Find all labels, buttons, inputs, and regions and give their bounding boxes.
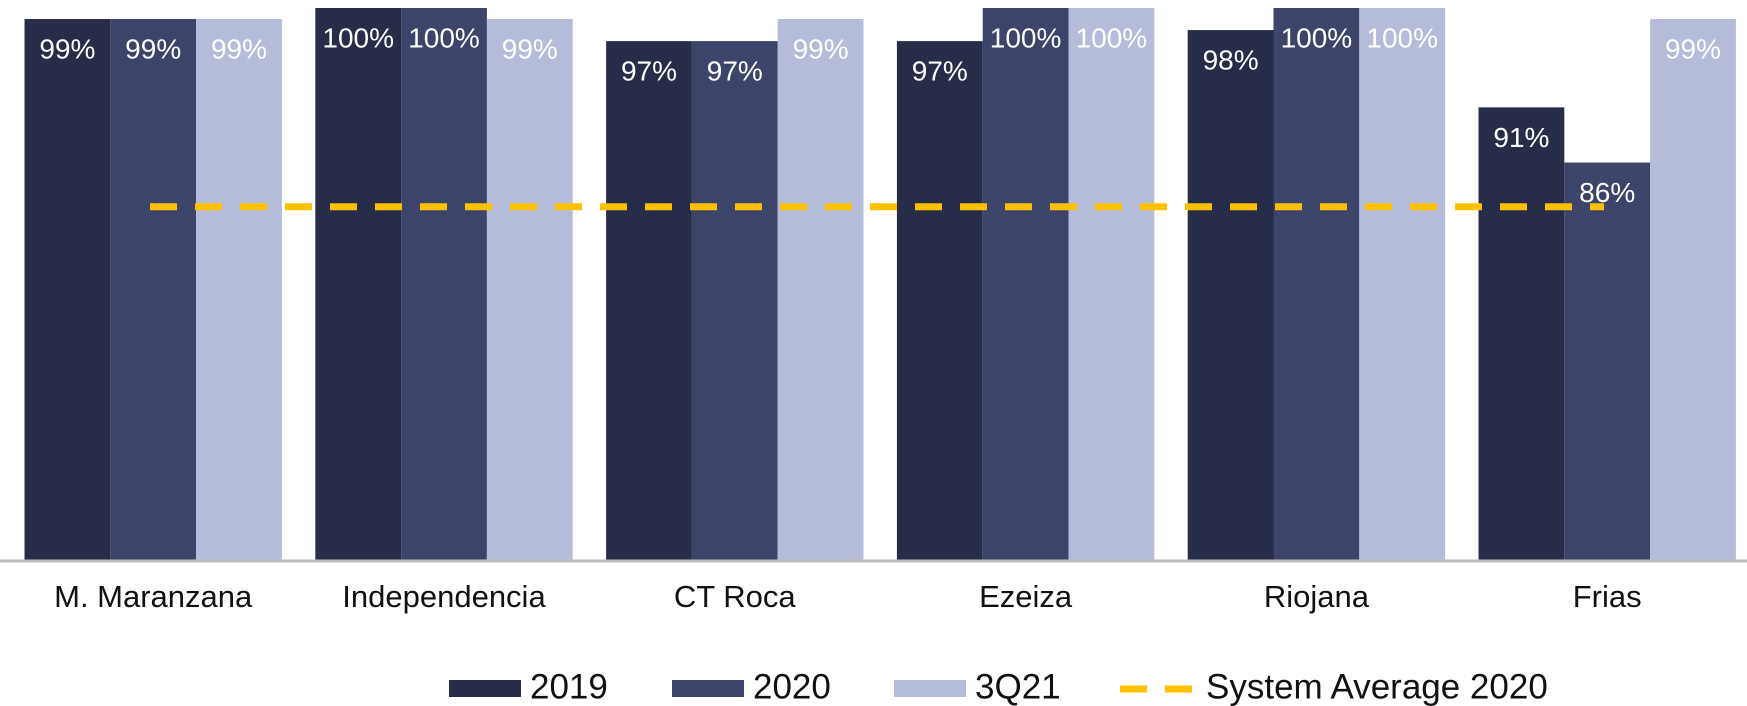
legend-swatch bbox=[449, 680, 521, 697]
data-label: 100% bbox=[408, 22, 480, 53]
bar bbox=[1359, 8, 1446, 560]
bar bbox=[691, 41, 778, 561]
data-label: 100% bbox=[990, 22, 1062, 53]
data-label: 97% bbox=[621, 56, 677, 87]
bar bbox=[1564, 162, 1651, 560]
legend-swatch bbox=[672, 680, 744, 697]
bar bbox=[1068, 8, 1155, 560]
data-label: 99% bbox=[502, 33, 558, 64]
x-tick-label: CT Roca bbox=[674, 579, 797, 614]
bar bbox=[315, 8, 402, 560]
data-label: 99% bbox=[1665, 33, 1721, 64]
bar bbox=[982, 8, 1069, 560]
bar bbox=[196, 19, 282, 561]
x-tick-label: Ezeiza bbox=[979, 579, 1073, 614]
legend-label: System Average 2020 bbox=[1206, 667, 1548, 706]
bar bbox=[896, 41, 983, 561]
data-label: 100% bbox=[322, 22, 394, 53]
data-label: 99% bbox=[793, 33, 849, 64]
x-tick-label: Riojana bbox=[1264, 579, 1370, 614]
data-label: 97% bbox=[707, 56, 763, 87]
bar bbox=[24, 19, 111, 561]
legend-label: 2019 bbox=[530, 667, 608, 706]
bar bbox=[401, 8, 487, 560]
data-label: 99% bbox=[125, 33, 181, 64]
bar bbox=[1187, 30, 1274, 560]
bar bbox=[486, 19, 573, 561]
data-label: 99% bbox=[39, 33, 95, 64]
data-label: 99% bbox=[211, 33, 267, 64]
data-label: 91% bbox=[1493, 122, 1549, 153]
x-tick-label: Frias bbox=[1573, 579, 1642, 614]
x-tick-label: Independencia bbox=[342, 579, 546, 614]
bar bbox=[1478, 107, 1565, 561]
data-label: 100% bbox=[1076, 22, 1148, 53]
bar bbox=[110, 19, 197, 561]
x-tick-label: M. Maranzana bbox=[54, 579, 253, 614]
bar bbox=[777, 19, 864, 561]
legend-label: 3Q21 bbox=[975, 667, 1061, 706]
data-label: 98% bbox=[1203, 44, 1259, 75]
bar bbox=[1650, 19, 1736, 561]
data-label: 86% bbox=[1579, 177, 1635, 208]
bar bbox=[1273, 8, 1360, 560]
data-label: 97% bbox=[912, 56, 968, 87]
legend-swatch bbox=[894, 680, 966, 697]
legend-label: 2020 bbox=[753, 667, 831, 706]
data-label: 100% bbox=[1281, 22, 1353, 53]
bar bbox=[606, 41, 692, 561]
data-label: 100% bbox=[1366, 22, 1438, 53]
